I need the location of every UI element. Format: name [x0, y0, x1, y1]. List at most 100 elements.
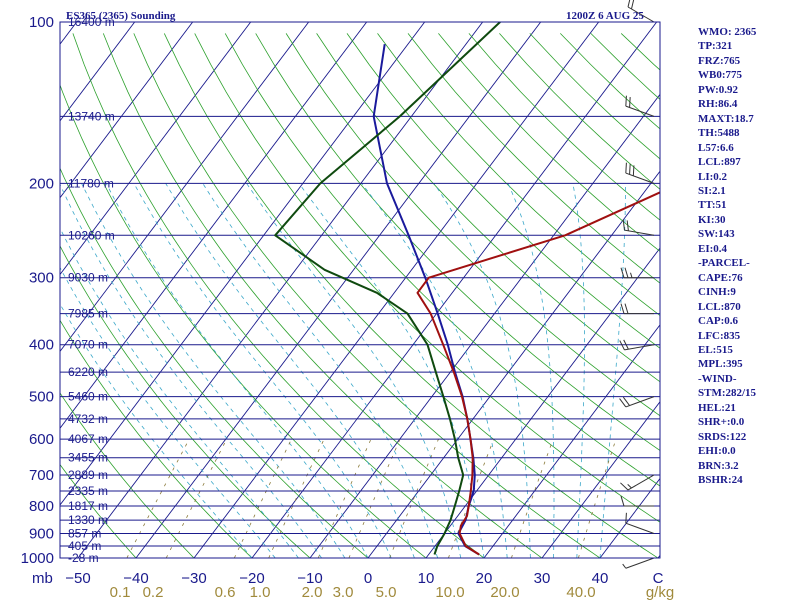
stat-item: SRDS:122	[698, 430, 747, 443]
dry-adiabat-line	[133, 33, 601, 558]
moist-adiabat-line	[105, 183, 369, 558]
height-label: 9030 m	[68, 271, 108, 285]
dewpoint-trace	[274, 22, 501, 555]
moist-adiabat-line	[572, 183, 585, 558]
wind-barb	[625, 162, 655, 184]
stat-item: LCL:897	[698, 156, 741, 169]
height-label: 7070 m	[68, 338, 108, 352]
isotherm-line	[60, 22, 310, 353]
mixing-ratio-tick-label: 0.2	[143, 584, 164, 600]
pressure-tick-label: 100	[29, 14, 54, 31]
wind-barb	[620, 495, 654, 507]
isotherm-line	[483, 324, 660, 558]
mixing-ratio-tick-label: 2.0	[302, 584, 323, 600]
mixing-ratio-tick-label: 0.1	[110, 584, 131, 600]
mixing-ratio-tick-label: 0.6	[215, 584, 236, 600]
dry-adiabat-line	[224, 33, 660, 487]
stat-item: -WIND-	[698, 372, 737, 385]
pressure-unit-label: mb	[32, 570, 53, 587]
stat-item: SI:2.1	[698, 184, 726, 197]
isotherm-line	[77, 22, 484, 558]
stat-item: CAP:0.6	[698, 315, 739, 328]
isotherm-line	[60, 22, 426, 506]
height-label: 13740 m	[68, 109, 115, 123]
mixing-ratio-tick-label: 40.0	[566, 584, 595, 600]
mixing-ratio-unit-label: g/kg	[646, 584, 674, 600]
pressure-tick-label: 200	[29, 175, 54, 192]
wind-barb	[620, 267, 654, 279]
stat-item: EHI:0.0	[698, 445, 736, 458]
stat-item: TH:5488	[698, 127, 740, 140]
moist-adiabat-line	[507, 183, 555, 558]
stat-item: LFC:835	[698, 329, 741, 342]
height-label: 3455 m	[68, 451, 108, 465]
wind-barb	[619, 396, 655, 408]
stat-item: LCL:870	[698, 300, 741, 313]
wind-barbs	[619, 0, 655, 569]
stat-item: WMO: 2365	[698, 26, 757, 38]
dry-adiabat-line	[285, 33, 660, 417]
height-label: 1817 m	[68, 499, 108, 513]
temperature-tick-label: 0	[364, 570, 372, 587]
height-label: 857 m	[68, 526, 101, 540]
moist-adiabat-line	[165, 183, 415, 558]
stat-item: MAXT:18.7	[698, 112, 754, 125]
pressure-tick-label: 800	[29, 498, 54, 515]
mixing-ratio-tick-label: 3.0	[333, 584, 354, 600]
chart-datetime: 1200Z 6 AUG 25	[566, 10, 644, 22]
plot-frame	[59, 21, 661, 559]
temperature-tick-label: 30	[534, 570, 551, 587]
height-label: 5460 m	[68, 390, 108, 404]
dry-adiabat-line	[194, 33, 660, 523]
temperature-tick-label: 40	[592, 570, 609, 587]
mixing-ratio-tick-label: 10.0	[435, 584, 464, 600]
stat-item: MPL:395	[698, 358, 743, 371]
height-label: 405 m	[68, 539, 101, 553]
stat-item: SW:143	[698, 228, 735, 241]
moist-adiabat-line	[81, 183, 346, 558]
stat-item: CINH:9	[698, 286, 736, 299]
stat-item: PW:0.92	[698, 83, 739, 96]
mixing-ratio-line	[348, 438, 401, 558]
dry-adiabat-line	[316, 33, 660, 383]
stat-item: EI:0.4	[698, 242, 728, 255]
mixing-ratio-line	[165, 438, 228, 558]
stat-item: FRZ:765	[698, 54, 741, 67]
chart-title: ES365 (2365) Sounding	[66, 10, 176, 22]
mixing-ratio-tick-label: 5.0	[376, 584, 397, 600]
mixing-ratio-line	[317, 438, 372, 558]
height-label: 2335 m	[68, 484, 108, 498]
moist-adiabat-line	[202, 183, 438, 558]
mixing-ratio-tick-label: 1.0	[250, 584, 271, 600]
pressure-tick-label: 500	[29, 389, 54, 406]
stat-item: BRN:3.2	[698, 459, 739, 472]
dry-adiabat-line	[60, 167, 369, 558]
isotherm-line	[60, 22, 136, 122]
temperature-unit-label: C	[653, 570, 664, 587]
dry-adiabat-line	[346, 33, 660, 349]
temperature-tick-label: −10	[297, 570, 322, 587]
dry-adiabat-line	[163, 33, 659, 558]
dry-adiabat-line	[438, 33, 660, 252]
pressure-tick-label: 700	[29, 467, 54, 484]
isotherm-line	[135, 22, 542, 558]
wind-barb	[620, 303, 654, 315]
wind-barb	[622, 557, 655, 569]
dry-adiabat-line	[255, 33, 660, 451]
temperature-tick-label: 10	[418, 570, 435, 587]
stat-item: WB0:775	[698, 69, 742, 82]
stats-panel: WMO: 2365 TP:321 FRZ:765 WB0:775 PW:0.92 RH:8…	[698, 25, 798, 488]
wind-barb	[627, 0, 655, 23]
pressure-tick-label: 400	[29, 337, 54, 354]
dry-adiabat-line	[60, 245, 311, 558]
stat-item: CAPE:76	[698, 271, 743, 284]
stat-item: HEL:21	[698, 401, 736, 414]
stat-item: TP:321	[698, 40, 733, 53]
dry-adiabat-line	[407, 33, 660, 284]
dry-adiabat-line	[377, 33, 660, 316]
height-label: 6220 m	[68, 365, 108, 379]
stat-item: TT:51	[698, 199, 727, 212]
temperature-tick-label: −40	[123, 570, 148, 587]
temperature-tick-label: −50	[65, 570, 90, 587]
